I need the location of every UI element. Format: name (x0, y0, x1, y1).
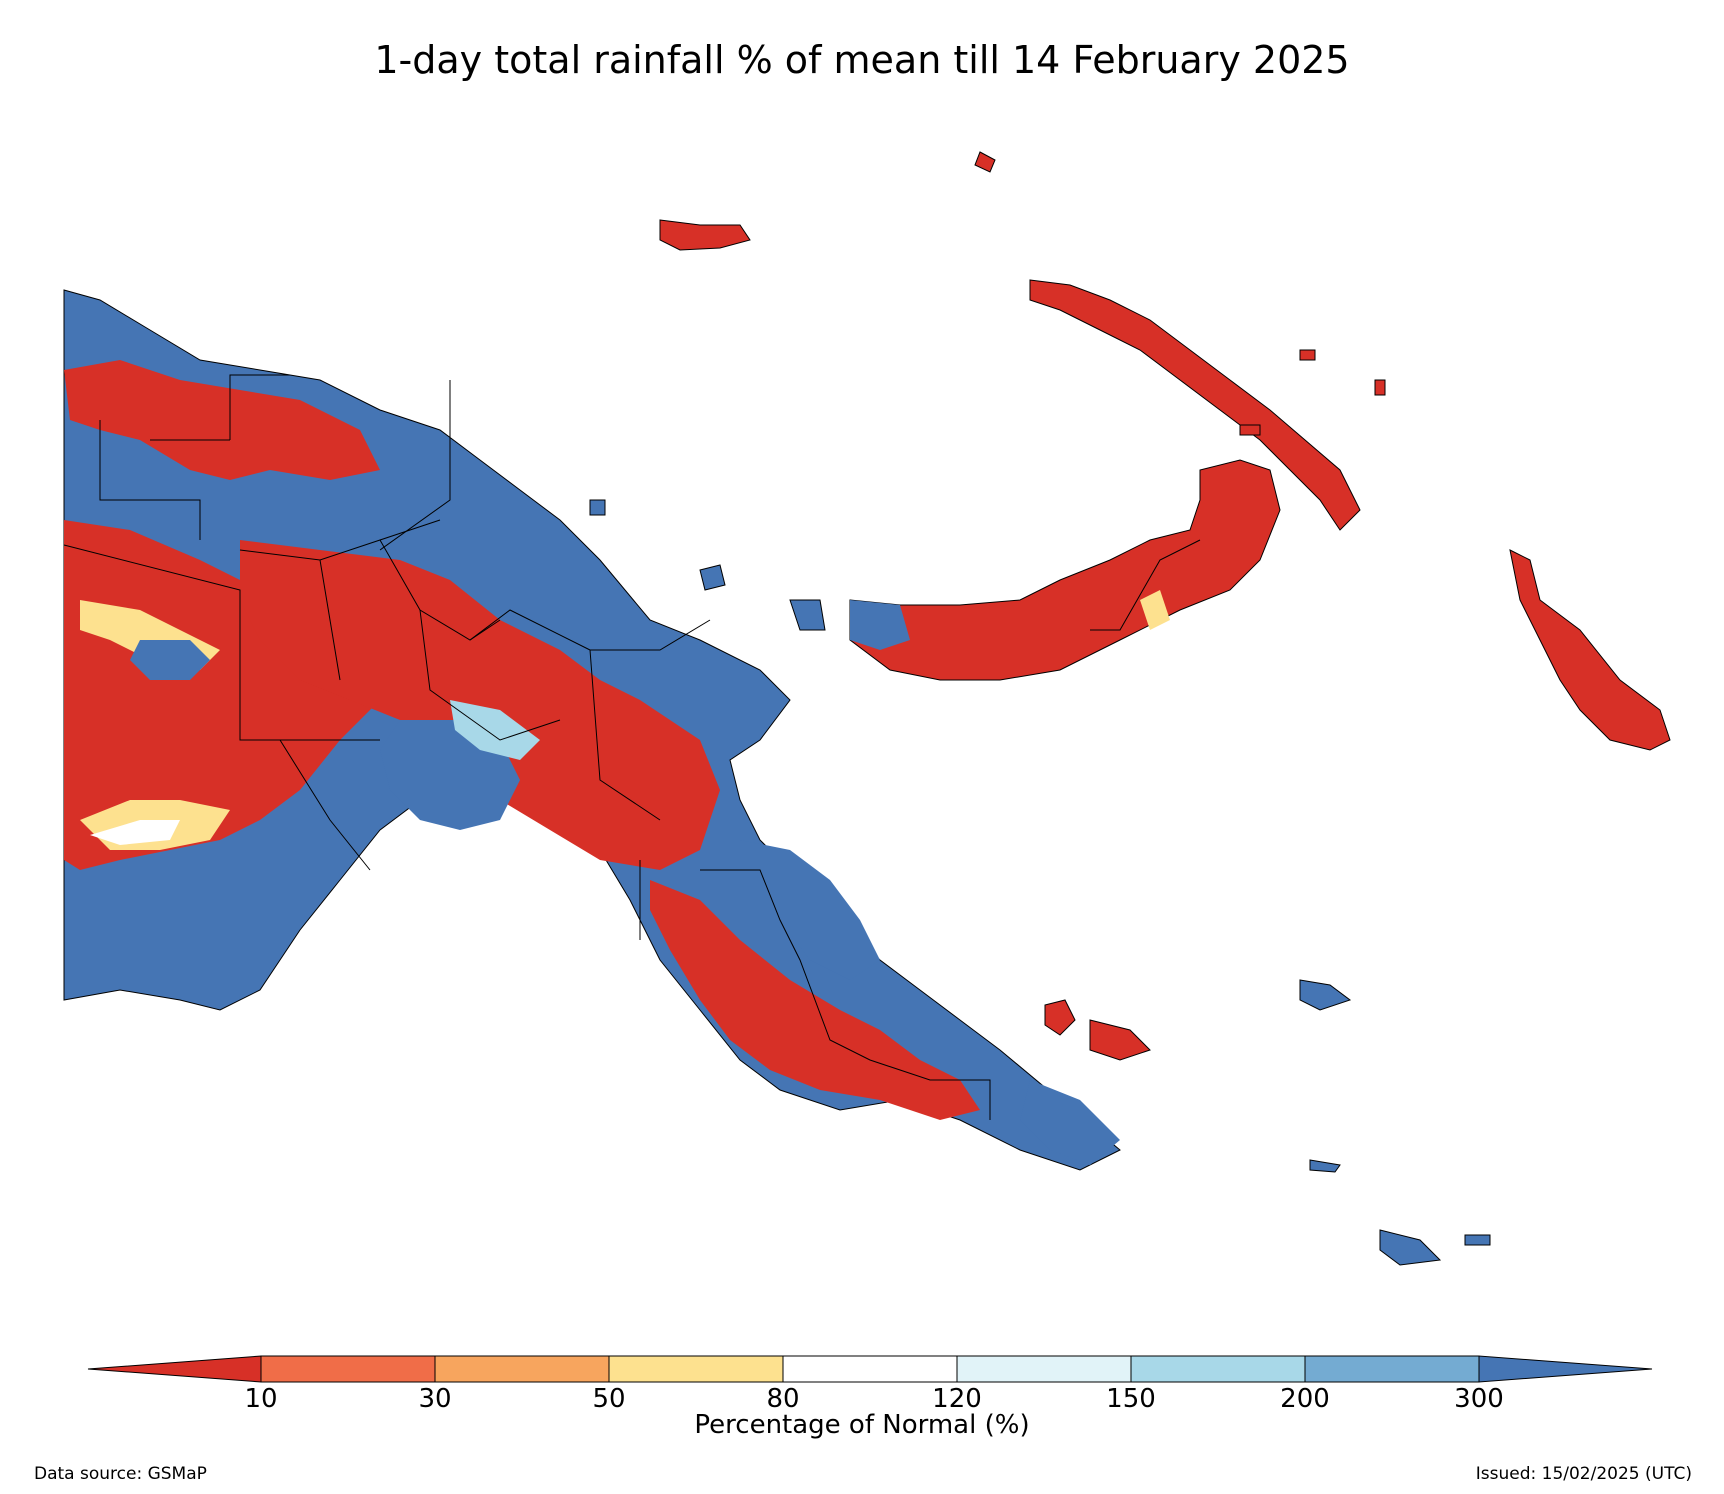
colorbar-bin-120-150 (956, 1355, 1132, 1383)
red-zone-central (240, 540, 720, 870)
data-source: Data source: GSMaP (34, 1464, 207, 1484)
colorbar-extend-high (1478, 1355, 1653, 1383)
red-zone-north (64, 360, 380, 480)
colorbar-label: Percentage of Normal (%) (694, 1410, 1030, 1440)
colorbar (87, 1355, 1653, 1383)
colorbar-tick: 50 (592, 1384, 626, 1414)
colorbar-tick: 120 (932, 1384, 982, 1414)
light-blue-edge (450, 700, 540, 760)
manus (659, 151, 996, 251)
province-boundaries (63, 374, 991, 1120)
new-britain-island (849, 459, 1281, 681)
blue-zone-east (740, 840, 880, 980)
blue-pocket-1 (130, 640, 210, 680)
colorbar-bin-30-50 (434, 1355, 610, 1383)
white-band-1 (90, 820, 180, 845)
new-britain-west-blue (850, 600, 910, 650)
new-ireland (1029, 279, 1361, 531)
new-britain (849, 459, 1281, 681)
new-britain-yellow (1140, 590, 1170, 630)
colorbar-bin-80-120 (782, 1355, 958, 1383)
new-ireland-island (1029, 279, 1361, 531)
colorbar-extend-low (87, 1355, 262, 1383)
bougainville-island (1509, 549, 1671, 751)
colorbar-bin-50-80 (608, 1355, 784, 1383)
colorbar-tick: 200 (1280, 1384, 1330, 1414)
manus-island (659, 219, 751, 251)
issued-date: Issued: 15/02/2025 (UTC) (1475, 1464, 1692, 1484)
colorbar-tick: 150 (1106, 1384, 1156, 1414)
colorbar-bin-150-200 (1130, 1355, 1306, 1383)
colorbar-bin-10-30 (260, 1355, 436, 1383)
colorbar-tick: 300 (1454, 1384, 1504, 1414)
bougainville (1509, 549, 1671, 751)
blue-zone-tip (1020, 1080, 1120, 1165)
map-title: 1-day total rainfall % of mean till 14 F… (374, 38, 1350, 82)
mainland (63, 289, 1121, 1171)
small-islands (589, 349, 1491, 1266)
colorbar-tick: 10 (244, 1384, 278, 1414)
colorbar-tick: 30 (418, 1384, 452, 1414)
colorbar-bin-200-300 (1304, 1355, 1480, 1383)
colorbar-tick: 80 (766, 1384, 800, 1414)
